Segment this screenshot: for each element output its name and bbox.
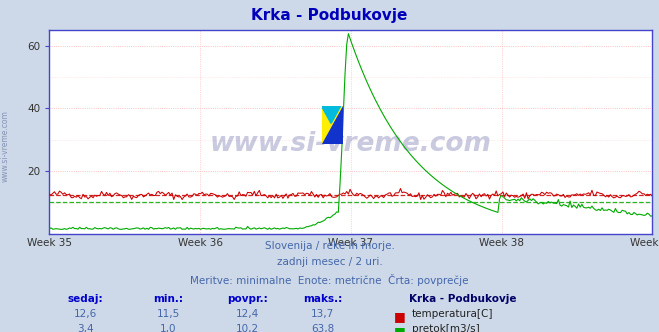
Text: maks.:: maks.: xyxy=(303,294,343,304)
Text: ■: ■ xyxy=(393,325,405,332)
Text: 63,8: 63,8 xyxy=(311,324,335,332)
Polygon shape xyxy=(322,106,341,124)
Text: zadnji mesec / 2 uri.: zadnji mesec / 2 uri. xyxy=(277,257,382,267)
Text: sedaj:: sedaj: xyxy=(68,294,103,304)
Text: min.:: min.: xyxy=(153,294,183,304)
Polygon shape xyxy=(322,106,343,144)
Text: Krka - Podbukovje: Krka - Podbukovje xyxy=(409,294,516,304)
Text: 11,5: 11,5 xyxy=(156,309,180,319)
Text: Slovenija / reke in morje.: Slovenija / reke in morje. xyxy=(264,241,395,251)
Text: 12,4: 12,4 xyxy=(235,309,259,319)
Text: www.si-vreme.com: www.si-vreme.com xyxy=(1,110,10,182)
Text: Meritve: minimalne  Enote: metrične  Črta: povprečje: Meritve: minimalne Enote: metrične Črta:… xyxy=(190,274,469,286)
Text: Krka - Podbukovje: Krka - Podbukovje xyxy=(251,8,408,23)
Polygon shape xyxy=(322,106,343,144)
Text: povpr.:: povpr.: xyxy=(227,294,268,304)
Text: 1,0: 1,0 xyxy=(159,324,177,332)
Text: ■: ■ xyxy=(393,310,405,323)
Text: 3,4: 3,4 xyxy=(77,324,94,332)
Text: 13,7: 13,7 xyxy=(311,309,335,319)
Text: temperatura[C]: temperatura[C] xyxy=(412,309,494,319)
Text: 12,6: 12,6 xyxy=(74,309,98,319)
Text: 10,2: 10,2 xyxy=(235,324,259,332)
Text: pretok[m3/s]: pretok[m3/s] xyxy=(412,324,480,332)
Text: www.si-vreme.com: www.si-vreme.com xyxy=(210,131,492,157)
